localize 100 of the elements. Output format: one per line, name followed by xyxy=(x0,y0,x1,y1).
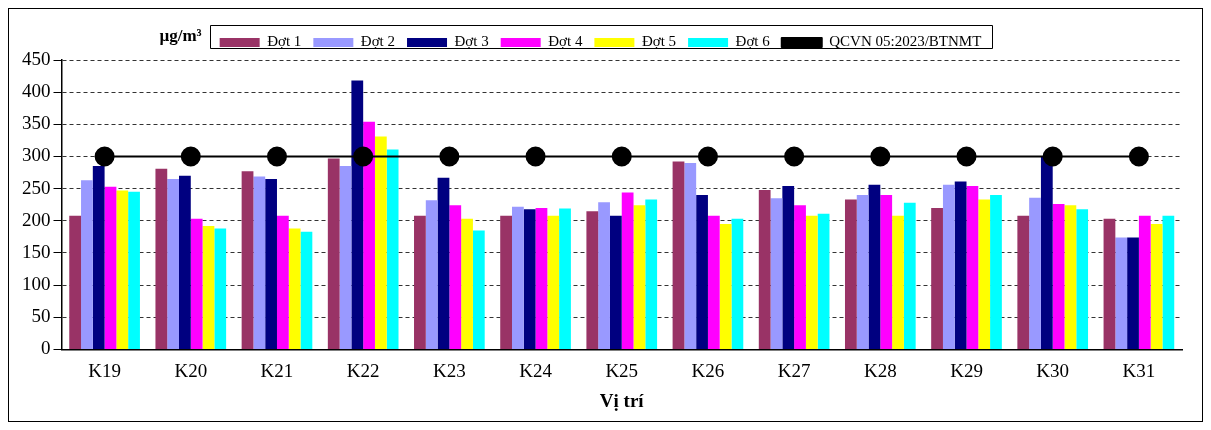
legend-label: Đợt 5 xyxy=(641,33,677,50)
bar xyxy=(414,215,426,349)
x-tick-label: K22 xyxy=(346,359,380,381)
y-tick-label: 300 xyxy=(22,144,51,166)
bar xyxy=(512,206,524,349)
bar xyxy=(1029,197,1041,349)
y-tick-label: 250 xyxy=(22,176,51,198)
y-tick-label: 400 xyxy=(22,80,51,102)
bar xyxy=(770,198,783,349)
bar xyxy=(69,215,82,349)
bar xyxy=(265,178,277,349)
bar xyxy=(1064,205,1077,349)
bar xyxy=(81,180,93,349)
bar xyxy=(598,202,610,349)
bar xyxy=(374,136,387,349)
bar xyxy=(586,211,599,349)
bar xyxy=(363,121,375,349)
bar xyxy=(253,176,266,349)
bar xyxy=(167,178,180,349)
bar xyxy=(523,209,536,349)
bar xyxy=(104,186,117,349)
bar xyxy=(559,208,571,349)
bar xyxy=(609,215,622,349)
bar xyxy=(339,166,352,349)
bar xyxy=(472,230,485,349)
bar xyxy=(880,195,893,349)
bar xyxy=(1138,215,1151,349)
y-tick-label: 100 xyxy=(22,273,51,295)
bar xyxy=(931,207,943,349)
y-tick-label: 350 xyxy=(22,112,51,134)
bar xyxy=(954,181,967,349)
y-tick-label: 450 xyxy=(22,47,51,69)
bar xyxy=(782,186,795,349)
x-tick-label: K23 xyxy=(433,359,466,381)
bar xyxy=(794,205,806,349)
bar xyxy=(1127,237,1139,349)
bar xyxy=(535,207,548,349)
bar xyxy=(1150,223,1163,349)
y-tick-label: 50 xyxy=(31,305,51,327)
bar xyxy=(1115,237,1128,349)
bar xyxy=(327,158,340,349)
x-tick-label: K25 xyxy=(605,359,639,381)
bar xyxy=(633,205,646,349)
bar xyxy=(978,199,991,349)
bar xyxy=(731,218,744,349)
bar xyxy=(128,191,140,349)
x-tick-label: K29 xyxy=(950,359,983,381)
bar xyxy=(621,192,634,349)
x-tick-label: K27 xyxy=(777,359,811,381)
bar xyxy=(892,215,904,349)
legend-label: Đợt 3 xyxy=(454,33,489,50)
x-tick-label: K28 xyxy=(863,359,897,381)
bar xyxy=(1017,215,1030,349)
y-tick-label: 200 xyxy=(22,208,51,230)
x-tick-label: K26 xyxy=(691,359,725,381)
bar xyxy=(276,215,289,349)
bar xyxy=(500,215,512,349)
legend-label: Đợt 6 xyxy=(735,33,771,50)
bar xyxy=(214,228,227,349)
bar xyxy=(351,80,364,349)
bar xyxy=(966,186,979,349)
bar xyxy=(461,218,473,349)
bar xyxy=(547,215,560,349)
bar xyxy=(1052,204,1065,349)
bar xyxy=(386,149,399,349)
bar xyxy=(1103,218,1116,349)
bar xyxy=(1162,215,1175,349)
x-tick-label: K24 xyxy=(519,359,553,381)
bar xyxy=(903,202,916,349)
bar xyxy=(684,162,697,349)
bar xyxy=(707,215,720,349)
bar xyxy=(202,225,215,349)
y-axis-title: µg/m³ xyxy=(159,25,202,45)
y-tick-label: 150 xyxy=(22,240,51,262)
bar xyxy=(805,215,818,349)
bar xyxy=(190,218,203,349)
legend-label: Đợt 1 xyxy=(267,33,302,50)
bar xyxy=(719,223,732,349)
x-tick-label: K20 xyxy=(174,359,208,381)
bar xyxy=(844,199,857,349)
x-tick-label: K19 xyxy=(88,359,121,381)
legend-label: Đợt 4 xyxy=(548,33,583,50)
bar xyxy=(449,205,462,349)
bar xyxy=(942,184,955,349)
x-tick-label: K21 xyxy=(260,359,294,381)
bar xyxy=(868,184,881,349)
legend-label: Đợt 2 xyxy=(360,33,396,50)
bar xyxy=(116,190,129,349)
bar xyxy=(179,175,191,349)
bar xyxy=(155,168,168,349)
legend-label: QCVN 05:2023/BTNMT xyxy=(829,33,982,50)
bar xyxy=(696,195,708,349)
bar xyxy=(437,177,450,349)
x-tick-label: K30 xyxy=(1036,359,1070,381)
bar xyxy=(856,195,869,349)
bar xyxy=(288,228,301,349)
bar xyxy=(990,195,1002,349)
bar xyxy=(758,189,771,349)
x-tick-label: K31 xyxy=(1122,359,1156,381)
x-axis-title: Vị trí xyxy=(599,389,645,411)
